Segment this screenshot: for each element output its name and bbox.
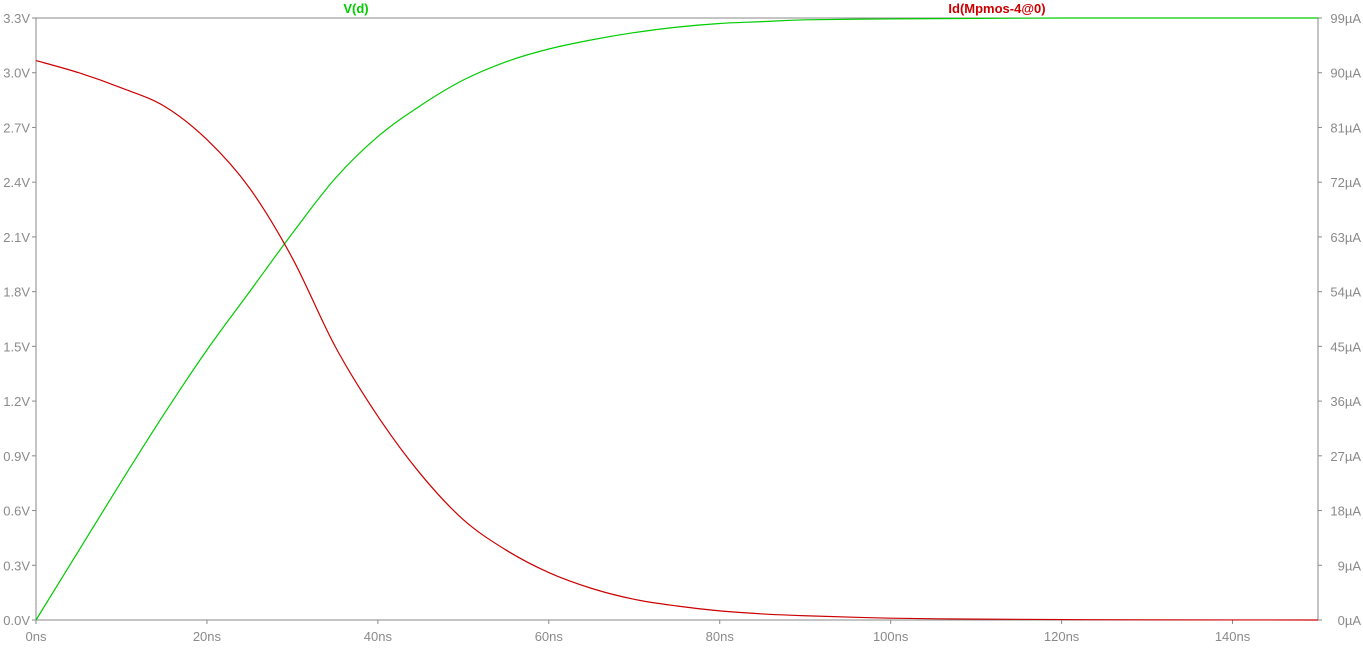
legend-titles: V(d) Id(Mpmos-4@0): [343, 1, 1045, 16]
series-layer: [35, 17, 1319, 621]
y-right-tick-label: 9µA: [1338, 558, 1362, 573]
y-right-tick-label: 36µA: [1330, 394, 1361, 409]
x-tick-label: 60ns: [535, 629, 564, 644]
x-tick-label: 20ns: [193, 629, 222, 644]
y-left-tick-label: 1.8V: [3, 285, 30, 300]
y-right-tick-label: 18µA: [1330, 504, 1361, 519]
y-left-tick-label: 3.3V: [3, 11, 30, 26]
x-tick-label: 140ns: [1215, 629, 1251, 644]
y-right-tick-label: 45µA: [1330, 339, 1361, 354]
y-left-tick-label: 2.1V: [3, 230, 30, 245]
ticks-layer: 0ns 20ns 40ns 60ns 80ns 100ns 120ns 140ns 0.0V 0.…: [3, 11, 1361, 644]
y-left-tick-label: 3.0V: [3, 66, 30, 81]
trace-title-0[interactable]: V(d): [343, 1, 368, 16]
y-right-tick-label: 90µA: [1330, 66, 1361, 81]
y-left-tick-label: 0.0V: [3, 613, 30, 628]
y-left-tick-label: 0.9V: [3, 449, 30, 464]
series-line-1: [35, 59, 1319, 621]
y-right-tick-label: 63µA: [1330, 230, 1361, 245]
y-left-tick-label: 2.7V: [3, 120, 30, 135]
y-left-tick-label: 1.2V: [3, 394, 30, 409]
plot-frame: [35, 17, 1319, 621]
x-tick-label: 120ns: [1044, 629, 1080, 644]
y-right-tick-label: 72µA: [1330, 175, 1361, 190]
x-tick-label: 100ns: [873, 629, 909, 644]
y-right-tick-label: 99µA: [1330, 11, 1361, 26]
y-right-tick-label: 27µA: [1330, 449, 1361, 464]
y-right-tick-label: 81µA: [1330, 120, 1361, 135]
x-tick-label: 40ns: [364, 629, 393, 644]
y-left-tick-label: 2.4V: [3, 175, 30, 190]
x-tick-label: 80ns: [706, 629, 735, 644]
y-left-tick-label: 0.6V: [3, 504, 30, 519]
y-right-tick-label: 54µA: [1330, 285, 1361, 300]
y-right-tick-label: 0µA: [1338, 613, 1362, 628]
y-left-tick-label: 0.3V: [3, 558, 30, 573]
trace-title-1[interactable]: Id(Mpmos-4@0): [948, 1, 1045, 16]
x-tick-label: 0ns: [26, 629, 47, 644]
y-left-tick-label: 1.5V: [3, 339, 30, 354]
series-line-0: [35, 17, 1318, 621]
